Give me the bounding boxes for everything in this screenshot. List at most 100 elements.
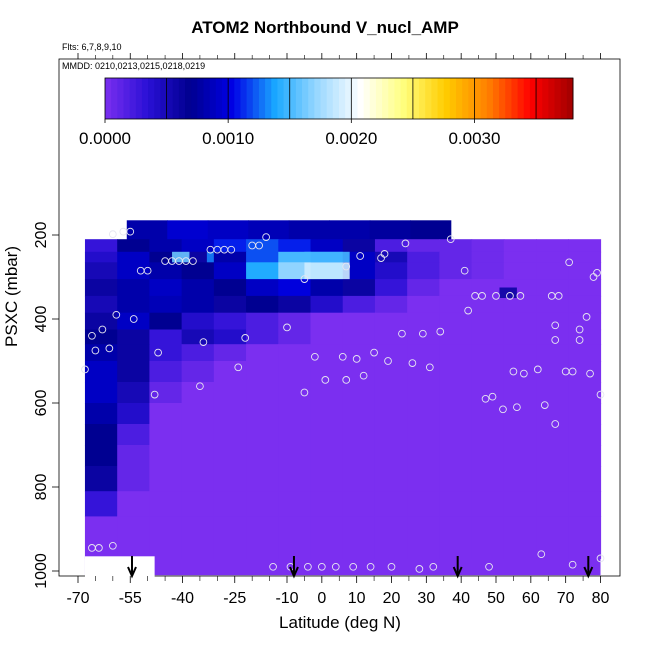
colorbar-segment — [240, 78, 248, 119]
heat-cell — [342, 466, 376, 492]
heat-cell — [439, 382, 473, 404]
colorbar-segment — [172, 78, 180, 119]
heat-cell — [149, 516, 183, 559]
heat-cell — [439, 295, 473, 314]
heat-cell — [374, 516, 408, 559]
heat-cell — [568, 382, 602, 404]
heat-cell — [536, 466, 569, 492]
heat-cell — [342, 516, 376, 559]
heat-cell — [84, 516, 118, 559]
sample-point — [311, 352, 319, 361]
sample-point — [234, 363, 243, 372]
heat-cell — [84, 329, 118, 345]
heat-cell — [342, 361, 376, 383]
heat-cell — [568, 516, 602, 559]
heat-cell — [181, 466, 215, 492]
heat-cell — [149, 295, 183, 314]
sample-point — [380, 250, 389, 258]
x-tick-label: -10 — [275, 590, 298, 607]
heat-cell — [84, 466, 118, 492]
sample-point — [108, 230, 117, 239]
sample-point — [356, 252, 365, 260]
sample-point — [499, 405, 507, 414]
colorbar-segment — [462, 78, 469, 119]
heat-cell — [503, 491, 537, 517]
heat-cell — [536, 516, 569, 559]
heat-cell — [246, 445, 279, 467]
heat-cell — [536, 262, 569, 280]
heat-cell — [407, 361, 440, 383]
colorbar-segment — [252, 78, 260, 119]
heat-cell — [342, 312, 376, 331]
heat-cell — [407, 403, 440, 425]
heat-cell — [84, 344, 118, 362]
heat-cell — [407, 239, 440, 253]
heat-cell — [181, 262, 215, 280]
heat-cell — [329, 220, 371, 240]
colorbar-segment — [394, 78, 402, 119]
surface-gap — [84, 556, 155, 580]
sample-point — [95, 544, 103, 552]
heat-cell — [439, 403, 473, 425]
colorbar-segment — [437, 78, 445, 119]
y-tick-label: 600 — [33, 390, 50, 417]
heat-cell — [342, 251, 376, 263]
heat-cell — [117, 344, 151, 362]
sample-point — [520, 369, 528, 378]
heat-cell — [278, 239, 312, 253]
heat-cell — [374, 466, 408, 492]
heat-cell — [536, 312, 569, 331]
heat-cell — [181, 403, 215, 425]
heat-cell — [536, 491, 569, 517]
colorbar: 0.0000 0.0010 0.0020 0.0030 — [79, 77, 574, 148]
sample-point — [119, 227, 128, 236]
heat-cell — [536, 382, 569, 404]
sample-point — [401, 239, 410, 248]
flights-note: Flts: 6,7,8,9,10 — [62, 42, 122, 52]
heat-cell — [84, 295, 118, 314]
colorbar-segment — [548, 78, 556, 119]
sample-point — [419, 329, 427, 338]
heat-cell — [310, 279, 344, 297]
heat-cell — [278, 312, 312, 331]
heat-cell — [374, 403, 408, 425]
heat-cell — [246, 382, 279, 404]
heat-cell — [248, 220, 290, 240]
colorbar-segment — [554, 78, 562, 119]
heat-cell — [278, 361, 312, 383]
sample-point — [81, 365, 89, 374]
heat-cell — [149, 239, 183, 253]
heat-cell — [536, 344, 569, 362]
colorbar-segment — [111, 78, 118, 119]
heat-cell — [310, 466, 344, 492]
sample-point — [596, 390, 605, 399]
sample-point — [568, 367, 577, 376]
heat-cell — [342, 344, 376, 362]
heat-cell — [181, 361, 215, 383]
sample-point — [464, 306, 472, 315]
heat-cell — [471, 239, 505, 253]
colorbar-segment — [492, 78, 500, 119]
heat-cell — [310, 295, 344, 314]
heat-cell — [246, 312, 279, 331]
sample-point — [551, 336, 560, 344]
heat-cell — [149, 279, 183, 297]
heat-cell — [149, 312, 183, 331]
heat-cell — [342, 403, 376, 425]
heat-cell — [278, 403, 312, 425]
heat-cell — [503, 251, 537, 263]
heat-cell — [278, 445, 312, 467]
heat-cell — [84, 424, 118, 446]
heat-cell — [213, 279, 247, 297]
colorbar-segment — [523, 78, 531, 119]
heat-cell — [536, 295, 569, 314]
sample-point — [338, 352, 347, 361]
heat-cell — [246, 279, 279, 297]
heat-cell — [149, 466, 183, 492]
heat-cell — [407, 445, 440, 467]
heat-cell — [181, 239, 215, 253]
colorbar-tick-label: 0.0030 — [448, 129, 500, 148]
colorbar-segment — [258, 78, 266, 119]
heat-cell — [342, 262, 376, 280]
flight-arrow-head — [289, 566, 299, 579]
